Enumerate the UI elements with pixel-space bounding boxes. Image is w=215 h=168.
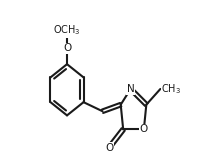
Text: CH$_3$: CH$_3$ bbox=[161, 82, 181, 96]
Text: O: O bbox=[140, 124, 148, 134]
Text: N: N bbox=[127, 84, 135, 94]
Text: OCH$_3$: OCH$_3$ bbox=[53, 23, 81, 37]
Text: O: O bbox=[105, 143, 113, 153]
Text: O: O bbox=[63, 44, 71, 53]
